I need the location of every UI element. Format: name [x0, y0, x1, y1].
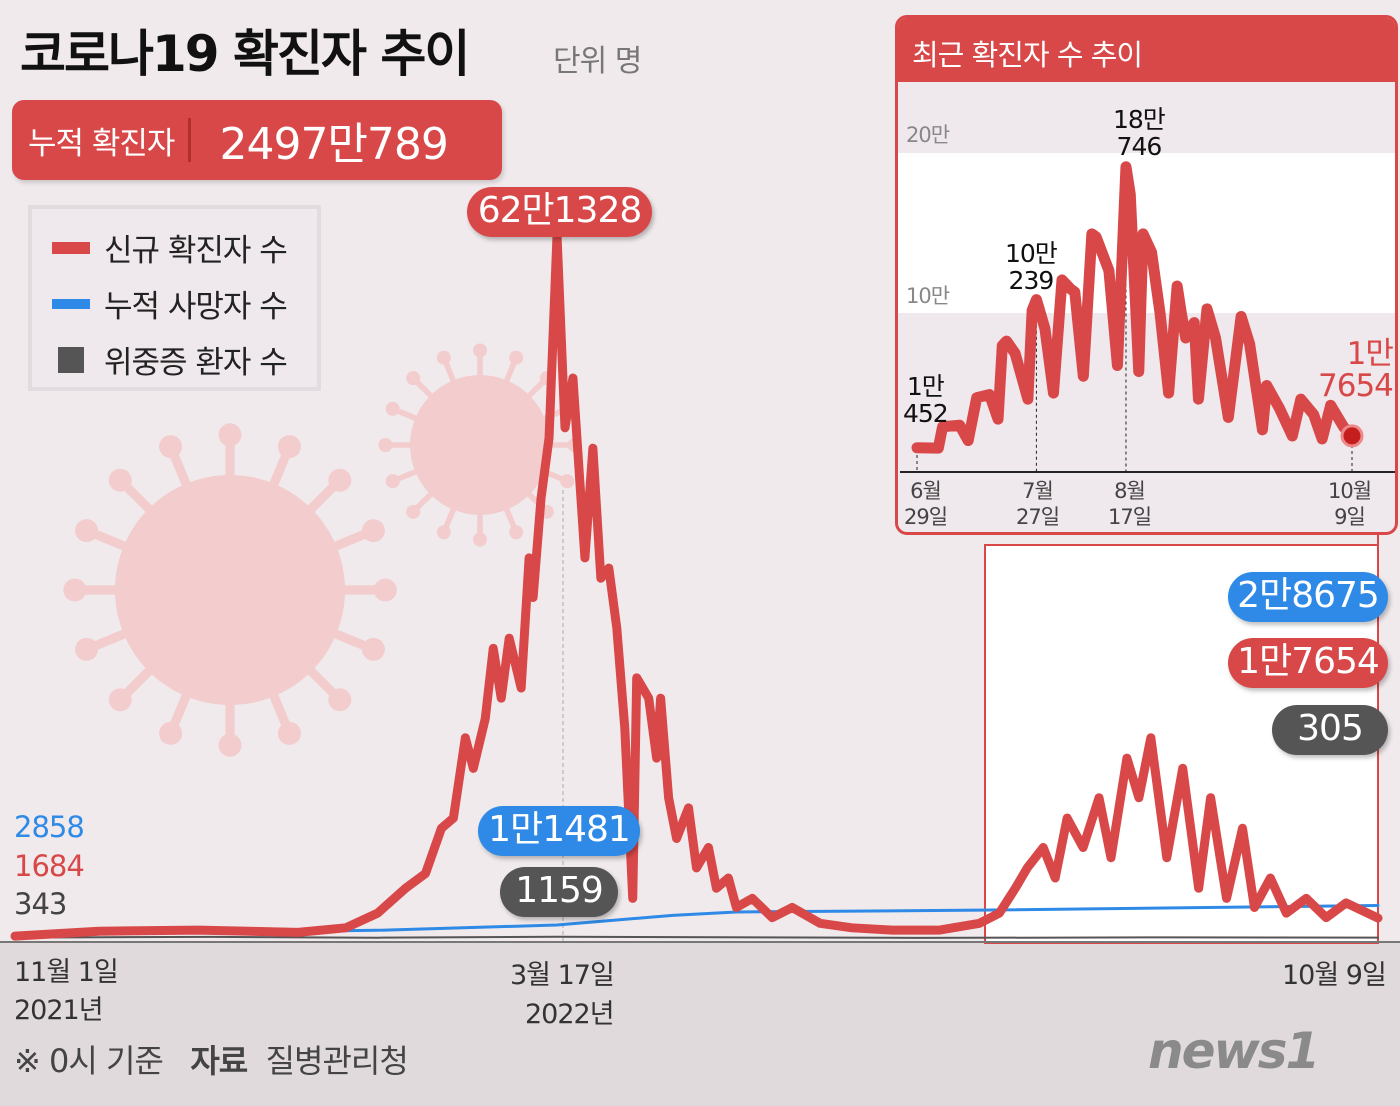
legend-swatch-blue	[52, 298, 90, 309]
legend-item-deaths: 누적 사망자 수	[52, 281, 288, 326]
start-deaths-label: 2858	[14, 810, 85, 844]
new-cases-line	[10, 230, 1383, 941]
legend: 신규 확진자 수 누적 사망자 수 위중증 환자 수	[28, 205, 321, 391]
virus-spike-tip	[328, 688, 352, 712]
mid-deaths-label: 1만1481	[478, 806, 640, 856]
inset-plot	[900, 161, 1395, 473]
inset-y-tick: 10만	[906, 284, 950, 308]
virus-body	[410, 375, 550, 515]
start-cases-label: 1684	[14, 849, 85, 883]
mid-critical-label: 1159	[500, 867, 618, 917]
virus-spike-tip	[361, 637, 385, 661]
legend-item-critical: 위중증 환자 수	[52, 337, 288, 382]
virus-spike-tip	[509, 525, 524, 540]
peak-value-label: 62만1328	[467, 187, 652, 237]
inset-y-tick: 20만	[906, 123, 950, 147]
x-tick-start-year: 2021년	[14, 995, 104, 1026]
virus-spike-tip	[560, 474, 575, 489]
virus-spike-tip	[436, 350, 451, 365]
inset-x-tick: 6월 29일	[904, 479, 948, 529]
legend-item-new-cases: 신규 확진자 수	[52, 225, 288, 270]
inset-chart: 최근 확진자 수 추이 20만 10만 1만 452 10만 239 18만 746 …	[895, 15, 1398, 535]
inset-label-end: 1만 7654	[1318, 336, 1394, 404]
virus-spike-tip	[159, 435, 183, 459]
source-name: 질병관리청	[265, 1042, 409, 1080]
virus-spike-tip	[75, 637, 99, 661]
x-tick-start-date: 11월 1일	[14, 957, 119, 988]
virus-spike-tip	[108, 688, 132, 712]
axis-band	[0, 943, 1400, 1106]
divider	[188, 118, 192, 162]
virus-spike-tip	[373, 578, 397, 602]
source-label: 자료	[190, 1042, 248, 1080]
legend-swatch-red	[52, 241, 90, 254]
virus-spike-tip	[406, 504, 421, 519]
virus-spike-tip	[328, 468, 352, 492]
virus-spike-tip	[277, 721, 301, 745]
critical-patients-line	[14, 935, 1379, 939]
inset-label-0727: 10만 239	[1005, 239, 1058, 295]
virus-spike-tip	[63, 578, 87, 602]
legend-swatch-gray	[58, 346, 84, 373]
virus-spike-tip	[108, 468, 132, 492]
virus-spike-tip	[277, 435, 301, 459]
x-tick-peak-date: 3월 17일	[510, 960, 615, 991]
virus-spike-tip	[385, 401, 400, 416]
unit-label: 단위 명	[553, 44, 642, 79]
total-cases-label: 누적 확진자	[28, 125, 175, 162]
x-tick-peak-year: 2022년	[525, 999, 615, 1030]
inset-end-marker	[1340, 424, 1364, 448]
virus-spike-tip	[473, 532, 487, 547]
inset-x-tick: 7월 27일	[1016, 479, 1060, 529]
x-tick-end-date: 10월 9일	[1282, 960, 1387, 991]
footer: ※ 0시 기준 자료 질병관리청	[14, 1036, 409, 1082]
inset-x-tick: 8월 17일	[1108, 479, 1152, 529]
inset-label-start: 1만 452	[903, 372, 949, 428]
virus-body	[115, 475, 345, 705]
end-critical-label: 305	[1272, 705, 1388, 755]
virus-illustration	[63, 343, 582, 757]
end-cases-label: 1만7654	[1228, 638, 1388, 688]
legend-label: 신규 확진자 수	[104, 233, 288, 269]
virus-spike-tip	[361, 519, 385, 543]
total-cases-value: 2497만789	[219, 119, 448, 170]
news1-logo: news1	[1148, 1022, 1320, 1080]
inset-label-peak: 18만 746	[1113, 105, 1166, 161]
virus-spike-tip	[436, 525, 451, 540]
virus-spike-tip	[406, 371, 421, 386]
end-deaths-label: 2만8675	[1228, 572, 1388, 622]
virus-spike-tip	[159, 721, 183, 745]
virus-spike-tip	[218, 733, 242, 757]
inset-x-tick: 10월 9일	[1328, 479, 1372, 529]
page-title: 코로나19 확진자 추이	[20, 25, 470, 83]
virus-spike-tip	[378, 438, 393, 452]
virus-spike-tip	[509, 350, 524, 365]
footer-note: ※ 0시 기준	[14, 1042, 164, 1080]
virus-spike-tip	[75, 519, 99, 543]
inset-new-cases-line	[911, 161, 1358, 454]
virus-spike-tip	[473, 343, 487, 358]
virus-spike-tip	[385, 474, 400, 489]
start-critical-label: 343	[14, 887, 67, 921]
inset-title: 최근 확진자 수 추이	[898, 18, 1395, 82]
legend-label: 위중증 환자 수	[104, 345, 288, 381]
total-cases-box: 누적 확진자 2497만789	[12, 100, 502, 180]
virus-spike-tip	[218, 423, 242, 447]
legend-label: 누적 사망자 수	[104, 289, 288, 325]
